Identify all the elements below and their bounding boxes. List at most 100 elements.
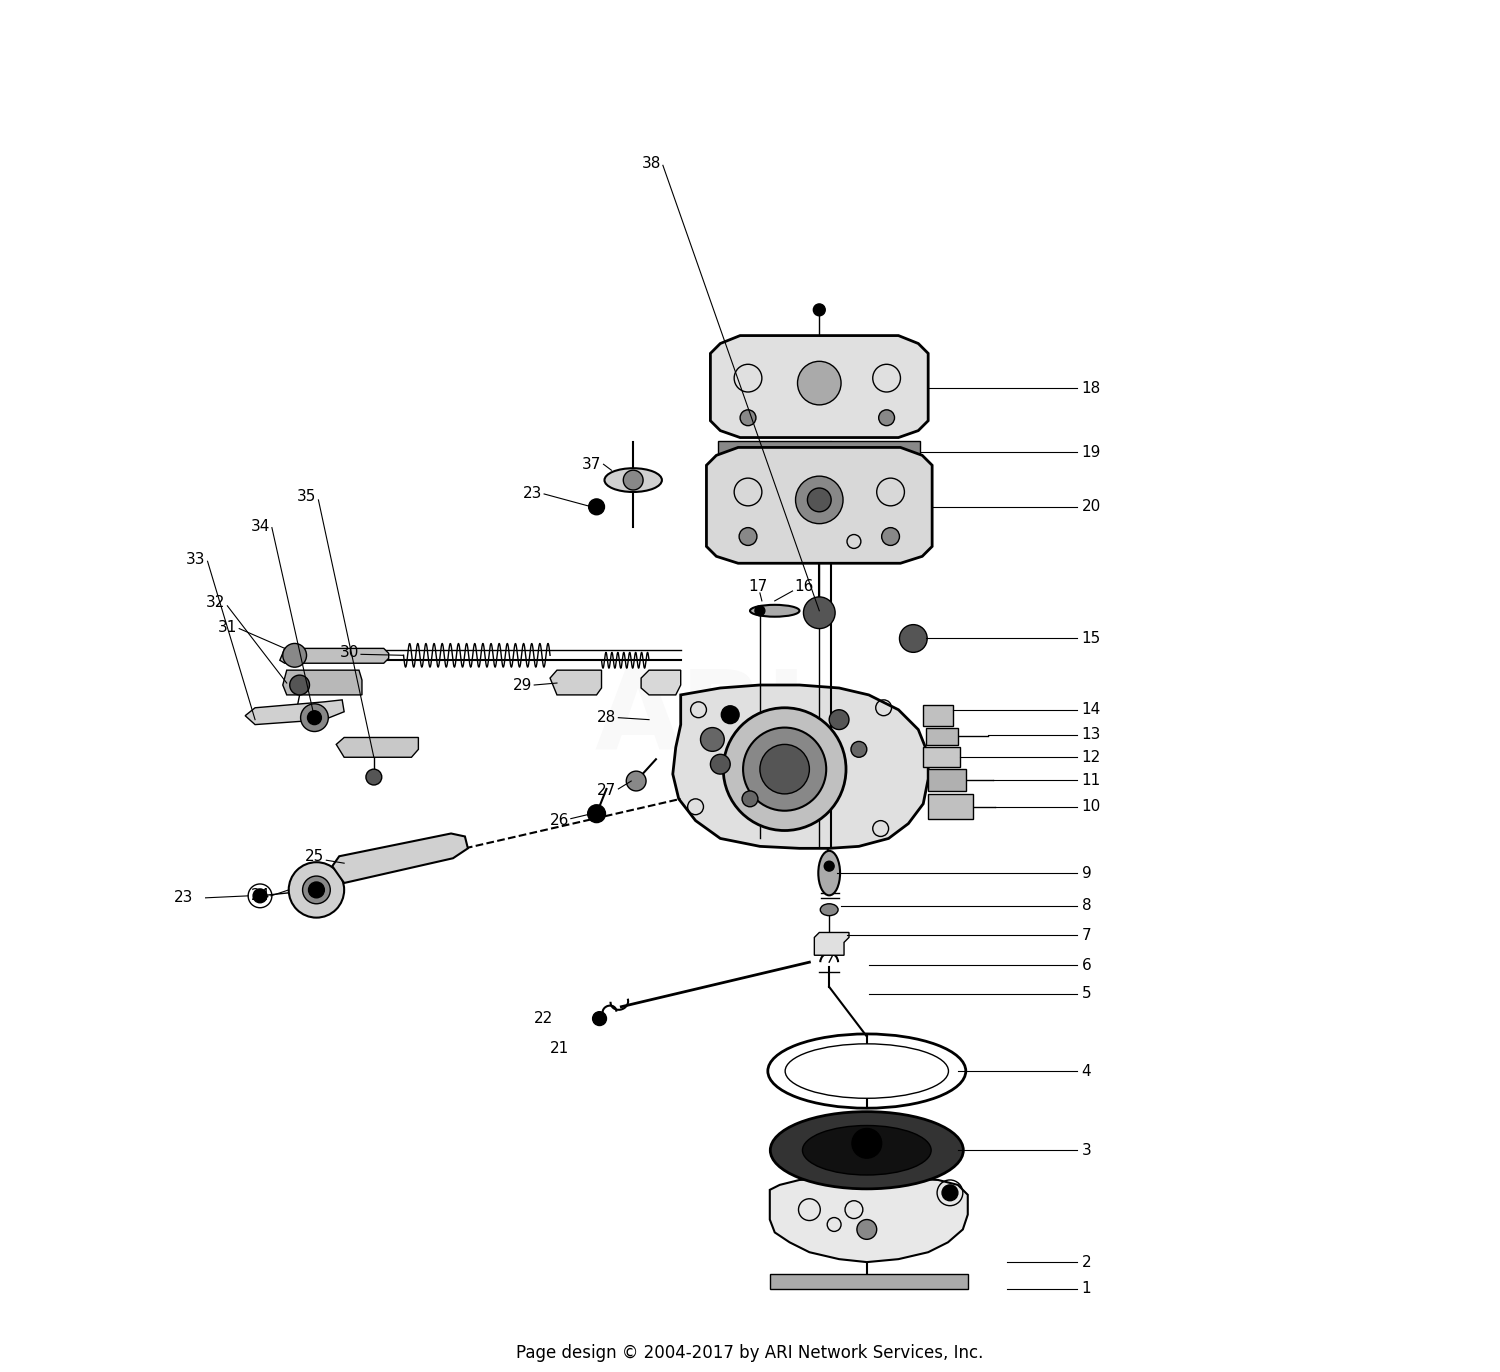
Text: 12: 12: [1082, 749, 1101, 764]
Text: 20: 20: [1082, 499, 1101, 514]
Polygon shape: [928, 794, 972, 819]
Polygon shape: [336, 738, 418, 757]
Ellipse shape: [771, 1111, 963, 1190]
Circle shape: [309, 882, 324, 897]
Circle shape: [303, 877, 330, 904]
Polygon shape: [922, 748, 960, 767]
Polygon shape: [674, 685, 928, 848]
Circle shape: [852, 1129, 882, 1158]
Circle shape: [795, 476, 843, 524]
Circle shape: [588, 805, 606, 823]
Ellipse shape: [604, 468, 662, 493]
Polygon shape: [244, 700, 344, 724]
Text: 10: 10: [1082, 800, 1101, 814]
Text: 37: 37: [582, 457, 602, 472]
Text: 24: 24: [251, 888, 270, 903]
Circle shape: [754, 606, 765, 616]
Circle shape: [742, 790, 758, 807]
Polygon shape: [284, 670, 362, 694]
Circle shape: [624, 471, 644, 490]
Text: 7: 7: [1082, 927, 1090, 943]
Polygon shape: [922, 705, 952, 726]
Text: 26: 26: [549, 814, 568, 829]
Circle shape: [722, 705, 740, 723]
Polygon shape: [718, 440, 921, 462]
Text: 2: 2: [1082, 1254, 1090, 1269]
Polygon shape: [770, 1179, 968, 1262]
Text: 1: 1: [1082, 1281, 1090, 1297]
Circle shape: [804, 597, 836, 628]
Text: 16: 16: [795, 579, 814, 594]
Text: 3: 3: [1082, 1143, 1092, 1158]
Text: 22: 22: [534, 1011, 554, 1026]
Circle shape: [760, 745, 810, 794]
Polygon shape: [926, 727, 958, 745]
Text: ARI: ARI: [594, 667, 807, 774]
Ellipse shape: [802, 1125, 932, 1174]
Circle shape: [300, 704, 328, 731]
Circle shape: [627, 771, 646, 790]
Text: 25: 25: [304, 849, 324, 864]
Circle shape: [942, 1185, 958, 1200]
Text: 13: 13: [1082, 727, 1101, 742]
Circle shape: [254, 889, 267, 903]
Ellipse shape: [750, 605, 800, 616]
Text: 4: 4: [1082, 1063, 1090, 1078]
Circle shape: [700, 727, 724, 752]
Circle shape: [742, 727, 827, 811]
Text: 27: 27: [597, 783, 616, 799]
Circle shape: [308, 711, 321, 724]
Ellipse shape: [819, 851, 840, 896]
Text: 9: 9: [1082, 866, 1092, 881]
Text: 23: 23: [524, 487, 542, 501]
Text: 18: 18: [1082, 380, 1101, 395]
Polygon shape: [770, 1275, 968, 1288]
Text: 15: 15: [1082, 631, 1101, 646]
Text: 11: 11: [1082, 772, 1101, 788]
Polygon shape: [706, 447, 932, 564]
Text: 5: 5: [1082, 986, 1090, 1002]
Text: 33: 33: [186, 552, 206, 567]
Text: 35: 35: [297, 490, 316, 505]
Circle shape: [740, 410, 756, 425]
Polygon shape: [928, 770, 966, 790]
Circle shape: [740, 528, 758, 546]
Circle shape: [711, 755, 730, 774]
Circle shape: [813, 305, 825, 316]
Text: 6: 6: [1082, 958, 1092, 973]
Text: 21: 21: [549, 1041, 568, 1056]
Text: 14: 14: [1082, 702, 1101, 718]
Circle shape: [879, 410, 894, 425]
Circle shape: [850, 741, 867, 757]
Ellipse shape: [821, 904, 839, 915]
Polygon shape: [711, 336, 928, 438]
Circle shape: [798, 361, 842, 405]
Circle shape: [284, 643, 306, 667]
Text: Page design © 2004-2017 by ARI Network Services, Inc.: Page design © 2004-2017 by ARI Network S…: [516, 1345, 984, 1362]
Text: 28: 28: [597, 711, 616, 726]
Circle shape: [856, 1220, 876, 1239]
Ellipse shape: [784, 1044, 948, 1098]
Text: 19: 19: [1082, 445, 1101, 460]
Circle shape: [588, 499, 604, 514]
Circle shape: [830, 709, 849, 730]
Circle shape: [290, 675, 309, 694]
Text: 30: 30: [339, 645, 358, 660]
Text: 29: 29: [513, 678, 532, 693]
Text: 8: 8: [1082, 899, 1090, 914]
Circle shape: [882, 528, 900, 546]
Polygon shape: [550, 670, 602, 694]
Polygon shape: [333, 834, 468, 884]
Circle shape: [723, 708, 846, 830]
Polygon shape: [815, 933, 849, 955]
Text: 17: 17: [748, 579, 768, 594]
Text: 32: 32: [206, 595, 225, 611]
Polygon shape: [280, 649, 388, 663]
Circle shape: [900, 624, 927, 652]
Circle shape: [824, 862, 834, 871]
Circle shape: [288, 862, 344, 918]
Text: 34: 34: [251, 519, 270, 534]
Circle shape: [592, 1011, 606, 1025]
Text: 31: 31: [217, 620, 237, 635]
Text: 23: 23: [174, 890, 194, 906]
